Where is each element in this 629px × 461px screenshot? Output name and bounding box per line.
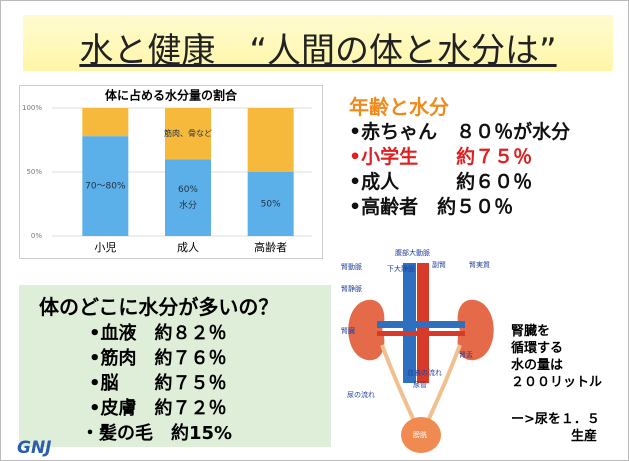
diagram-label: 腎動脈 — [341, 262, 362, 271]
renal-vein — [377, 321, 465, 328]
value-label: 60% — [178, 185, 198, 195]
diagram-label: 腎盂 — [459, 350, 473, 359]
bar-segment — [82, 108, 128, 136]
diagram-label: 尿管 — [413, 380, 427, 389]
diagram-label: 腎臓 — [341, 326, 355, 335]
body-item: •筋肉 約７６％ — [89, 344, 227, 370]
value-label: 70～80% — [85, 182, 126, 192]
age-item: •高齢者 約５０％ — [349, 195, 570, 220]
x-tick-label: 高齢者 — [254, 240, 287, 254]
note-line: 生産 — [511, 428, 602, 445]
y-tick-label: 100% — [22, 104, 42, 112]
bar-segment — [248, 108, 294, 172]
chart-box: 体に占める水分量の割合 0% 50% 100% 70～80% 小児 60% 水分 筋肉、骨など成… — [19, 85, 323, 259]
chart-title: 体に占める水分量の割合 — [105, 88, 238, 103]
slide-title: 水と健康 “人間の体と水分は” — [23, 23, 613, 72]
age-item: •小学生 約７５％ — [349, 145, 570, 170]
diagram-label: 下大静脈 — [387, 264, 415, 273]
chart: 体に占める水分量の割合 0% 50% 100% 70～80% 小児 60% 水分 筋肉、骨など成… — [20, 86, 322, 258]
y-tick-label: 0% — [31, 232, 42, 240]
y-tick-label: 50% — [26, 168, 42, 176]
slide: 水と健康 “人間の体と水分は” 体に占める水分量の割合 0% 50% 100% 70～8… — [0, 0, 629, 461]
diagram-label: 血液の流れ — [407, 368, 442, 377]
series-label: 筋肉、骨など — [164, 128, 212, 138]
note-line: 循環する — [511, 340, 602, 357]
age-section: 年齢と水分•赤ちゃん ８０％が水分•小学生 約７５％•成人 約６０％•高齢者 約… — [349, 95, 570, 220]
section-title: 体のどこに水分が多いの？ — [39, 291, 278, 320]
age-item: •成人 約６０％ — [349, 170, 570, 195]
section-title: 年齢と水分 — [349, 95, 570, 120]
bar-segment — [165, 159, 211, 236]
note-line: ー>尿を１．５ — [511, 411, 602, 428]
body-item: •脳 約７５％ — [89, 369, 227, 395]
body-item: •皮膚 約７２％ — [89, 394, 227, 420]
body-item: ・髪の毛 約15% — [81, 419, 232, 445]
diagram-label: 腎実質 — [469, 260, 490, 269]
note-line: 腎臓を — [511, 323, 602, 340]
diagram-label: 膀胱 — [413, 430, 427, 439]
x-tick-label: 成人 — [177, 241, 199, 254]
diagram-label: 腹部大動脈 — [395, 248, 430, 257]
series-label: 水分 — [179, 199, 197, 211]
age-item: •赤ちゃん ８０％が水分 — [349, 120, 570, 145]
logo: GNJ — [17, 438, 52, 458]
body-section: 体のどこに水分が多いの？•血液 約８２％•筋肉 約７６％•脳 約７５％•皮膚 約… — [19, 285, 331, 447]
diagram-label: 腎静脈 — [341, 284, 362, 293]
note-line: ２００リットル — [511, 374, 602, 391]
renal-artery — [377, 331, 465, 336]
value-label: 50% — [261, 200, 281, 210]
note-line: 水の量は — [511, 357, 602, 374]
diagram-label: 尿の流れ — [347, 390, 375, 399]
diagram-label: 副腎 — [432, 260, 446, 269]
body-item: •血液 約８２％ — [89, 319, 227, 345]
x-tick-label: 小児 — [94, 241, 116, 254]
